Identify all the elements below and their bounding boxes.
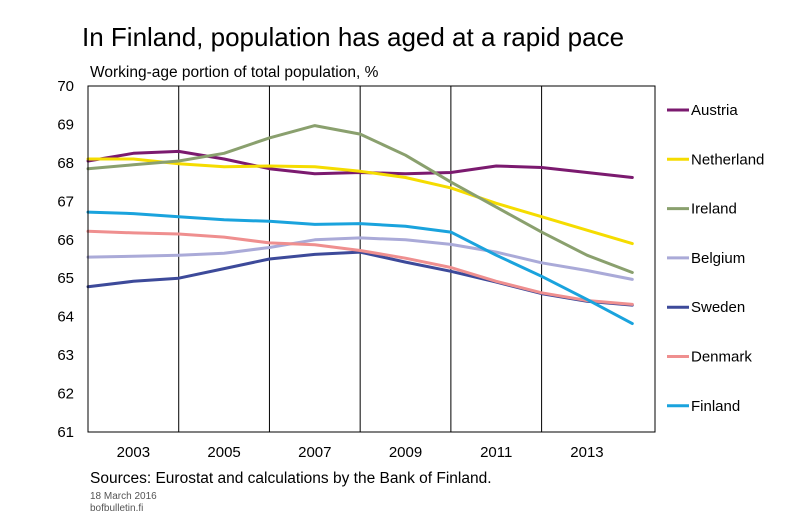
legend-item: Netherland xyxy=(667,151,764,168)
series-lines xyxy=(86,124,634,326)
y-tick-label: 65 xyxy=(57,270,74,287)
x-tick-label: 2013 xyxy=(570,444,603,461)
y-tick-label: 64 xyxy=(57,309,74,326)
series-line-finland xyxy=(86,210,634,326)
legend-item: Ireland xyxy=(667,201,737,218)
date-note: 18 March 2016 xyxy=(90,491,157,502)
legend: Austria Netherland Ireland Belgium Sweden Den… xyxy=(667,102,764,415)
x-tick-labels: 2003 2005 2007 2009 2011 2013 xyxy=(117,444,604,461)
y-tick-label: 69 xyxy=(57,116,74,133)
x-tick-label: 2003 xyxy=(117,444,150,461)
legend-item: Sweden xyxy=(667,299,745,316)
series-line-denmark xyxy=(86,229,634,306)
series-line-belgium xyxy=(86,236,634,281)
y-tick-labels: 61 62 63 64 65 66 67 68 69 70 xyxy=(57,78,74,441)
y-tick-label: 68 xyxy=(57,155,74,172)
y-tick-label: 67 xyxy=(57,193,74,210)
site-note: bofbulletin.fi xyxy=(90,503,144,514)
series-line-ireland xyxy=(86,124,634,274)
x-tick-label: 2011 xyxy=(480,444,512,461)
legend-label: Denmark xyxy=(691,349,752,366)
plot-frame xyxy=(87,85,656,433)
chart-title: In Finland, population has aged at a rap… xyxy=(82,22,625,52)
y-tick-label: 70 xyxy=(57,78,74,95)
y-tick-label: 66 xyxy=(57,232,74,249)
legend-item: Austria xyxy=(667,102,738,119)
legend-item: Denmark xyxy=(667,349,752,366)
x-tick-label: 2009 xyxy=(389,444,422,461)
legend-label: Netherland xyxy=(691,151,764,168)
series-line-netherland xyxy=(86,157,634,246)
y-tick-label: 62 xyxy=(57,386,74,403)
legend-label: Ireland xyxy=(691,201,737,218)
legend-item: Finland xyxy=(667,398,740,415)
y-tick-label: 61 xyxy=(57,424,74,441)
gridlines xyxy=(178,86,543,432)
legend-label: Sweden xyxy=(691,299,745,316)
y-axis-label: Working-age portion of total population,… xyxy=(90,64,379,81)
legend-label: Austria xyxy=(691,102,738,119)
x-tick-label: 2007 xyxy=(298,444,331,461)
line-chart: 61 62 63 64 65 66 67 68 69 70 2003 2005 2007 2009 201… xyxy=(57,78,764,461)
legend-label: Belgium xyxy=(691,250,745,267)
source-note: Sources: Eurostat and calculations by th… xyxy=(90,470,492,487)
legend-label: Finland xyxy=(691,398,740,415)
legend-item: Belgium xyxy=(667,250,745,267)
x-tick-label: 2005 xyxy=(207,444,240,461)
y-tick-label: 63 xyxy=(57,347,74,364)
